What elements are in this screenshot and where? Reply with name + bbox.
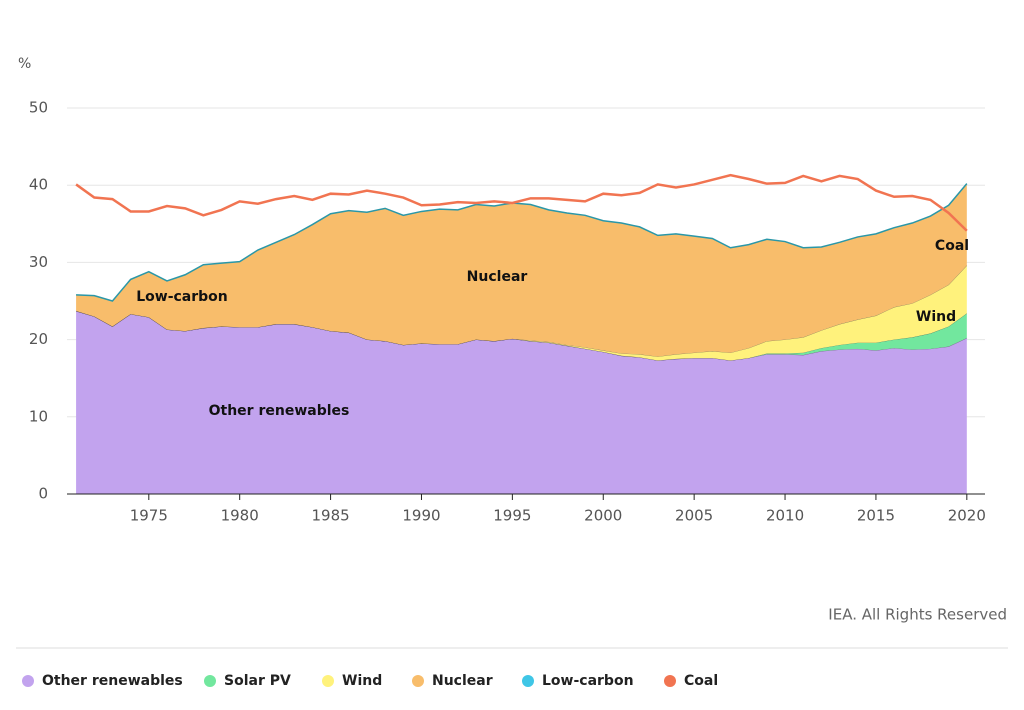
annotation: Nuclear <box>467 269 528 285</box>
legend-marker <box>664 675 676 687</box>
legend-label: Wind <box>342 673 382 689</box>
y-axis-label: % <box>18 56 31 72</box>
annotation: Coal <box>935 238 969 254</box>
x-tick-label: 1985 <box>311 507 349 525</box>
legend-label: Other renewables <box>42 673 183 689</box>
y-tick-label: 0 <box>38 485 48 503</box>
legend-label: Solar PV <box>224 673 291 689</box>
legend-marker <box>322 675 334 687</box>
area <box>76 311 967 494</box>
x-tick-label: 2015 <box>857 507 895 525</box>
x-tick-label: 2005 <box>675 507 713 525</box>
annotation: Wind <box>916 309 956 325</box>
y-tick-label: 30 <box>29 253 48 271</box>
x-tick-label: 1995 <box>493 507 531 525</box>
y-tick-label: 40 <box>29 176 48 194</box>
annotation: Low-carbon <box>136 289 228 305</box>
annotation: Other renewables <box>209 403 350 419</box>
area <box>76 183 967 357</box>
x-tick-label: 2020 <box>948 507 986 525</box>
line <box>76 183 968 302</box>
x-tick-label: 1980 <box>221 507 259 525</box>
line <box>75 173 968 232</box>
x-tick-label: 1975 <box>130 507 168 525</box>
legend-marker <box>522 675 534 687</box>
y-tick-label: 10 <box>29 407 48 425</box>
legend-marker <box>412 675 424 687</box>
legend-label: Low-carbon <box>542 673 634 689</box>
source: IEA. All Rights Reserved <box>828 606 1007 624</box>
y-tick-label: 50 <box>29 99 48 117</box>
legend-label: Coal <box>684 673 718 689</box>
legend-marker <box>22 675 34 687</box>
legend-label: Nuclear <box>432 673 493 689</box>
legend-marker <box>204 675 216 687</box>
x-tick-label: 1990 <box>402 507 440 525</box>
x-tick-label: 2000 <box>584 507 622 525</box>
x-tick-label: 2010 <box>766 507 804 525</box>
y-tick-label: 20 <box>29 330 48 348</box>
